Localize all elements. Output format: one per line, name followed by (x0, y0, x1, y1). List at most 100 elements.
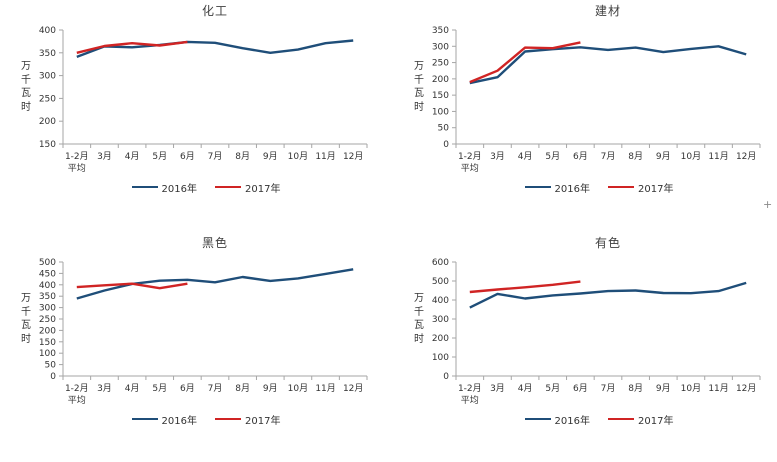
x-tick-label: 5月 (152, 151, 167, 162)
legend-label: 2016年 (554, 415, 590, 427)
plot-area: 150 200 250 300 350 400 1-2月平均 3月 4月 5月 6月 7月 8月 9月 10… (39, 26, 368, 174)
y-tick-label: 400 (432, 296, 449, 306)
x-tick-label: 11月 (708, 151, 728, 162)
x-tick-label: 6月 (573, 383, 588, 394)
x-tick-label: 6月 (180, 383, 195, 394)
chart-ferrous[interactable]: 黑色 万千瓦时 0 50 100 150 200 250 300 350 400 450 500 1-… (5, 234, 377, 462)
chart-nonferrous[interactable]: 有色 万千瓦时 0 100 200 300 400 500 600 1-2月平均 3月 4月 5月 6… (398, 234, 770, 462)
chart-title: 建材 (594, 4, 621, 18)
legend-swatch (131, 417, 158, 421)
chart-chemical[interactable]: 化工 万千瓦时 150 200 250 300 350 400 1-2月平均 3月 4月 5月 6月… (5, 2, 377, 230)
y-tick-label: 200 (432, 75, 449, 85)
legend-label: 2016年 (161, 415, 197, 427)
stray-plus-artifact: + (763, 198, 773, 211)
x-tick-label: 10月 (288, 151, 308, 162)
x-tick-label: 5月 (545, 151, 560, 162)
y-tick-label: 150 (432, 91, 449, 101)
y-tick-label: 0 (50, 372, 56, 382)
plot-area: 0 100 200 300 400 500 600 1-2月平均 3月 4月 5月 6月 7月 8月 9月 1… (432, 258, 761, 406)
series-line-2017年 (76, 40, 188, 54)
x-tick-label: 12月 (736, 151, 756, 162)
legend-item: 2017年 (215, 412, 280, 427)
y-tick-label: 250 (39, 94, 56, 104)
x-tick-label: 12月 (343, 383, 363, 394)
y-tick-label: 0 (443, 372, 449, 382)
y-tick-label: 350 (39, 49, 56, 59)
y-tick-label: 500 (432, 277, 449, 287)
chart-title: 黑色 (201, 236, 228, 250)
y-tick-label: 150 (39, 140, 56, 150)
x-tick-label: 7月 (208, 383, 223, 394)
x-tick-label: 11月 (315, 383, 335, 394)
series-line-2017年 (76, 282, 188, 290)
legend-item: 2017年 (608, 412, 673, 427)
x-tick-label: 4月 (125, 383, 140, 394)
legend-swatch (524, 185, 551, 189)
x-tick-label: 10月 (288, 383, 308, 394)
x-tick-label: 12月 (736, 383, 756, 394)
legend-label: 2017年 (245, 415, 281, 427)
x-tick-label: 10月 (681, 151, 701, 162)
x-tick-label: 1-2月平均 (458, 151, 482, 174)
y-tick-label: 300 (39, 72, 56, 82)
y-tick-label: 100 (432, 107, 449, 117)
x-tick-label: 11月 (708, 383, 728, 394)
chart-building-materials[interactable]: 建材 万千瓦时 0 50 100 150 200 250 300 350 1-2月平均 3月 4月 5… (398, 2, 770, 230)
x-tick-label: 3月 (97, 383, 112, 394)
legend-label: 2017年 (245, 183, 281, 195)
chart-legend: 2016年 2017年 (428, 410, 770, 428)
x-tick-label: 7月 (601, 151, 616, 162)
x-tick-label: 5月 (545, 383, 560, 394)
legend-label: 2017年 (638, 183, 674, 195)
y-axis-title: 万千瓦时 (21, 61, 31, 113)
y-tick-label: 300 (432, 315, 449, 325)
y-tick-label: 400 (39, 281, 56, 291)
y-tick-label: 350 (39, 292, 56, 302)
x-tick-label: 12月 (343, 151, 363, 162)
chart-legend: 2016年 2017年 (35, 178, 377, 196)
legend-swatch (608, 417, 634, 421)
series-line-2016年 (469, 281, 747, 309)
y-tick-label: 0 (443, 140, 449, 150)
y-axis-title: 万千瓦时 (414, 293, 424, 345)
y-tick-label: 600 (432, 258, 449, 268)
x-tick-label: 1-2月平均 (65, 383, 89, 406)
legend-item: 2016年 (131, 180, 197, 195)
x-tick-label: 8月 (628, 151, 643, 162)
x-tick-label: 6月 (180, 151, 195, 162)
chart-legend: 2016年 2017年 (428, 178, 770, 196)
legend-item: 2016年 (131, 412, 197, 427)
x-tick-label: 4月 (125, 151, 140, 162)
y-tick-label: 350 (432, 26, 449, 36)
y-tick-label: 50 (438, 124, 450, 134)
series-line-2016年 (76, 39, 354, 59)
y-tick-label: 200 (39, 117, 56, 127)
series-line-2016年 (469, 45, 747, 85)
y-axis-title: 万千瓦时 (414, 61, 424, 113)
chart-title: 化工 (201, 4, 228, 18)
y-tick-label: 300 (39, 304, 56, 314)
legend-label: 2016年 (161, 183, 197, 195)
x-tick-label: 4月 (518, 151, 533, 162)
y-tick-label: 450 (39, 269, 56, 279)
y-axis-title: 万千瓦时 (21, 293, 31, 345)
y-tick-label: 100 (39, 349, 56, 359)
x-tick-label: 3月 (490, 151, 505, 162)
y-tick-label: 50 (45, 361, 57, 371)
x-tick-label: 7月 (208, 151, 223, 162)
plot-area: 0 50 100 150 200 250 300 350 1-2月平均 3月 4月 5月 6月 7月 8月 9… (432, 26, 761, 174)
x-tick-label: 7月 (601, 383, 616, 394)
x-tick-label: 1-2月平均 (458, 383, 482, 406)
x-tick-label: 4月 (518, 383, 533, 394)
y-tick-label: 250 (432, 59, 449, 69)
legend-swatch (608, 185, 634, 189)
y-tick-label: 250 (39, 315, 56, 325)
x-tick-label: 3月 (97, 151, 112, 162)
x-tick-label: 8月 (235, 151, 250, 162)
x-tick-label: 9月 (656, 151, 671, 162)
y-tick-label: 200 (432, 334, 449, 344)
x-tick-label: 1-2月平均 (65, 151, 89, 174)
legend-item: 2017年 (215, 180, 280, 195)
legend-label: 2016年 (554, 183, 590, 195)
